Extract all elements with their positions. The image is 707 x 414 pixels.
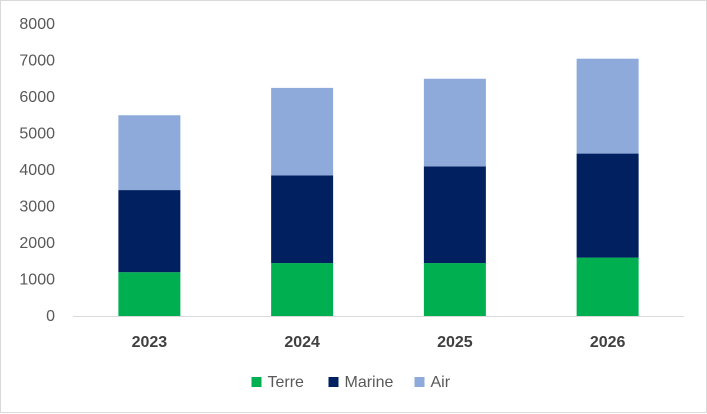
bar-air-2024: [271, 87, 334, 176]
bar-stacks: [118, 58, 639, 316]
bar-marine-2026: [576, 153, 639, 258]
bar-marine-2025: [423, 166, 486, 264]
x-axis-labels: 2023 2024 2025 2026: [132, 334, 626, 351]
y-tick-label: 8000: [19, 16, 55, 33]
y-axis-ticks: 0 1000 2000 3000 4000 5000 6000 7000 8000: [19, 16, 55, 325]
x-tick-label: 2023: [132, 334, 168, 351]
y-tick-label: 6000: [19, 89, 55, 106]
bar-terre-2024: [271, 263, 334, 316]
bar-terre-2023: [118, 272, 181, 316]
x-tick-label: 2025: [437, 334, 473, 351]
bar-air-2025: [423, 78, 486, 167]
y-tick-label: 1000: [19, 272, 55, 289]
legend-swatch-air: [414, 377, 425, 387]
y-tick-label: 0: [46, 308, 55, 325]
bar-air-2023: [118, 115, 181, 191]
y-tick-label: 2000: [19, 235, 55, 252]
bar-air-2026: [576, 58, 639, 154]
bar-marine-2024: [271, 175, 334, 264]
legend-label-air: Air: [431, 374, 451, 391]
legend-swatch-marine: [328, 377, 339, 387]
x-tick-label: 2026: [590, 334, 626, 351]
y-tick-label: 7000: [19, 53, 55, 70]
y-tick-label: 4000: [19, 162, 55, 179]
x-tick-label: 2024: [284, 334, 320, 351]
bar-marine-2023: [118, 190, 181, 273]
legend: Terre Marine Air: [251, 374, 451, 391]
legend-label-marine: Marine: [345, 374, 394, 391]
legend-label-terre: Terre: [268, 374, 305, 391]
y-tick-label: 5000: [19, 126, 55, 143]
bar-terre-2025: [423, 263, 486, 316]
bar-terre-2026: [576, 257, 639, 316]
y-tick-label: 3000: [19, 199, 55, 216]
legend-swatch-terre: [251, 377, 262, 387]
